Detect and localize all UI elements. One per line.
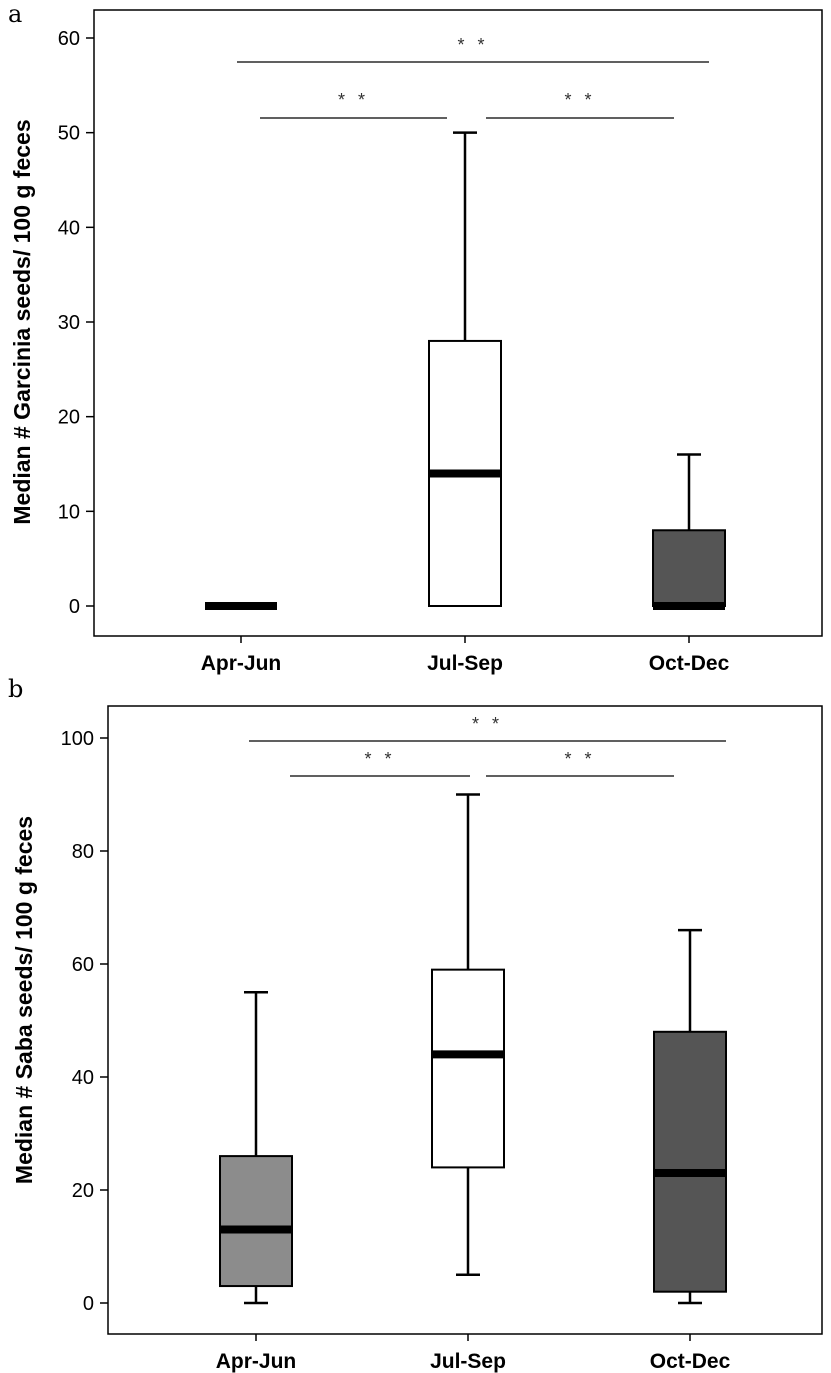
significance-label: * * <box>338 90 369 110</box>
y-tick-label: 60 <box>58 28 80 50</box>
box-body <box>652 529 726 607</box>
panel-a: a 0 10 20 30 40 50 60 Median # Garcinia seeds/ 1… <box>8 0 823 675</box>
x-category-label: Apr-Jun <box>201 652 282 675</box>
y-tick-label: 40 <box>72 1067 94 1089</box>
box-Oct-Dec <box>652 453 726 610</box>
significance-label: * * <box>457 35 488 55</box>
y-tick-label: 30 <box>58 312 80 334</box>
panel-b: b 0 20 40 60 80 100 Median # Saba seeds/ 100 g … <box>8 675 823 1373</box>
y-tick-label: 10 <box>58 501 80 523</box>
box-body <box>431 968 505 1169</box>
x-category-label: Jul-Sep <box>430 1350 506 1373</box>
box-Jul-Sep <box>431 793 505 1276</box>
y-tick-label: 20 <box>58 407 80 429</box>
x-category-label: Oct-Dec <box>649 652 730 675</box>
box-body <box>653 1030 727 1293</box>
panel-letter: a <box>8 0 22 28</box>
y-tick-label: 20 <box>72 1180 94 1202</box>
plot-frame <box>93 9 823 637</box>
y-tick-label: 50 <box>58 123 80 145</box>
y-tick-label: 40 <box>58 217 80 239</box>
significance-label: * * <box>472 714 503 734</box>
box-Apr-Jun <box>219 991 293 1305</box>
y-tick-label: 100 <box>61 728 94 750</box>
y-tick-label: 0 <box>69 596 80 618</box>
y-tick-label: 80 <box>72 841 94 863</box>
y-axis-title: Median # Saba seeds/ 100 g feces <box>11 816 37 1184</box>
y-tick-label: 0 <box>83 1293 94 1315</box>
plot-frame <box>107 705 823 1335</box>
significance-label: * * <box>364 749 395 769</box>
box-Jul-Sep <box>428 131 502 607</box>
significance-label: * * <box>564 90 595 110</box>
significance-label: * * <box>564 749 595 769</box>
x-category-label: Jul-Sep <box>427 652 503 675</box>
x-category-label: Oct-Dec <box>650 1350 731 1373</box>
panel-letter: b <box>8 675 23 703</box>
y-axis-title: Median # Garcinia seeds/ 100 g feces <box>9 119 35 524</box>
y-tick-label: 60 <box>72 954 94 976</box>
box-body <box>219 1155 293 1288</box>
x-category-label: Apr-Jun <box>216 1350 297 1373</box>
box-Oct-Dec <box>653 928 727 1305</box>
